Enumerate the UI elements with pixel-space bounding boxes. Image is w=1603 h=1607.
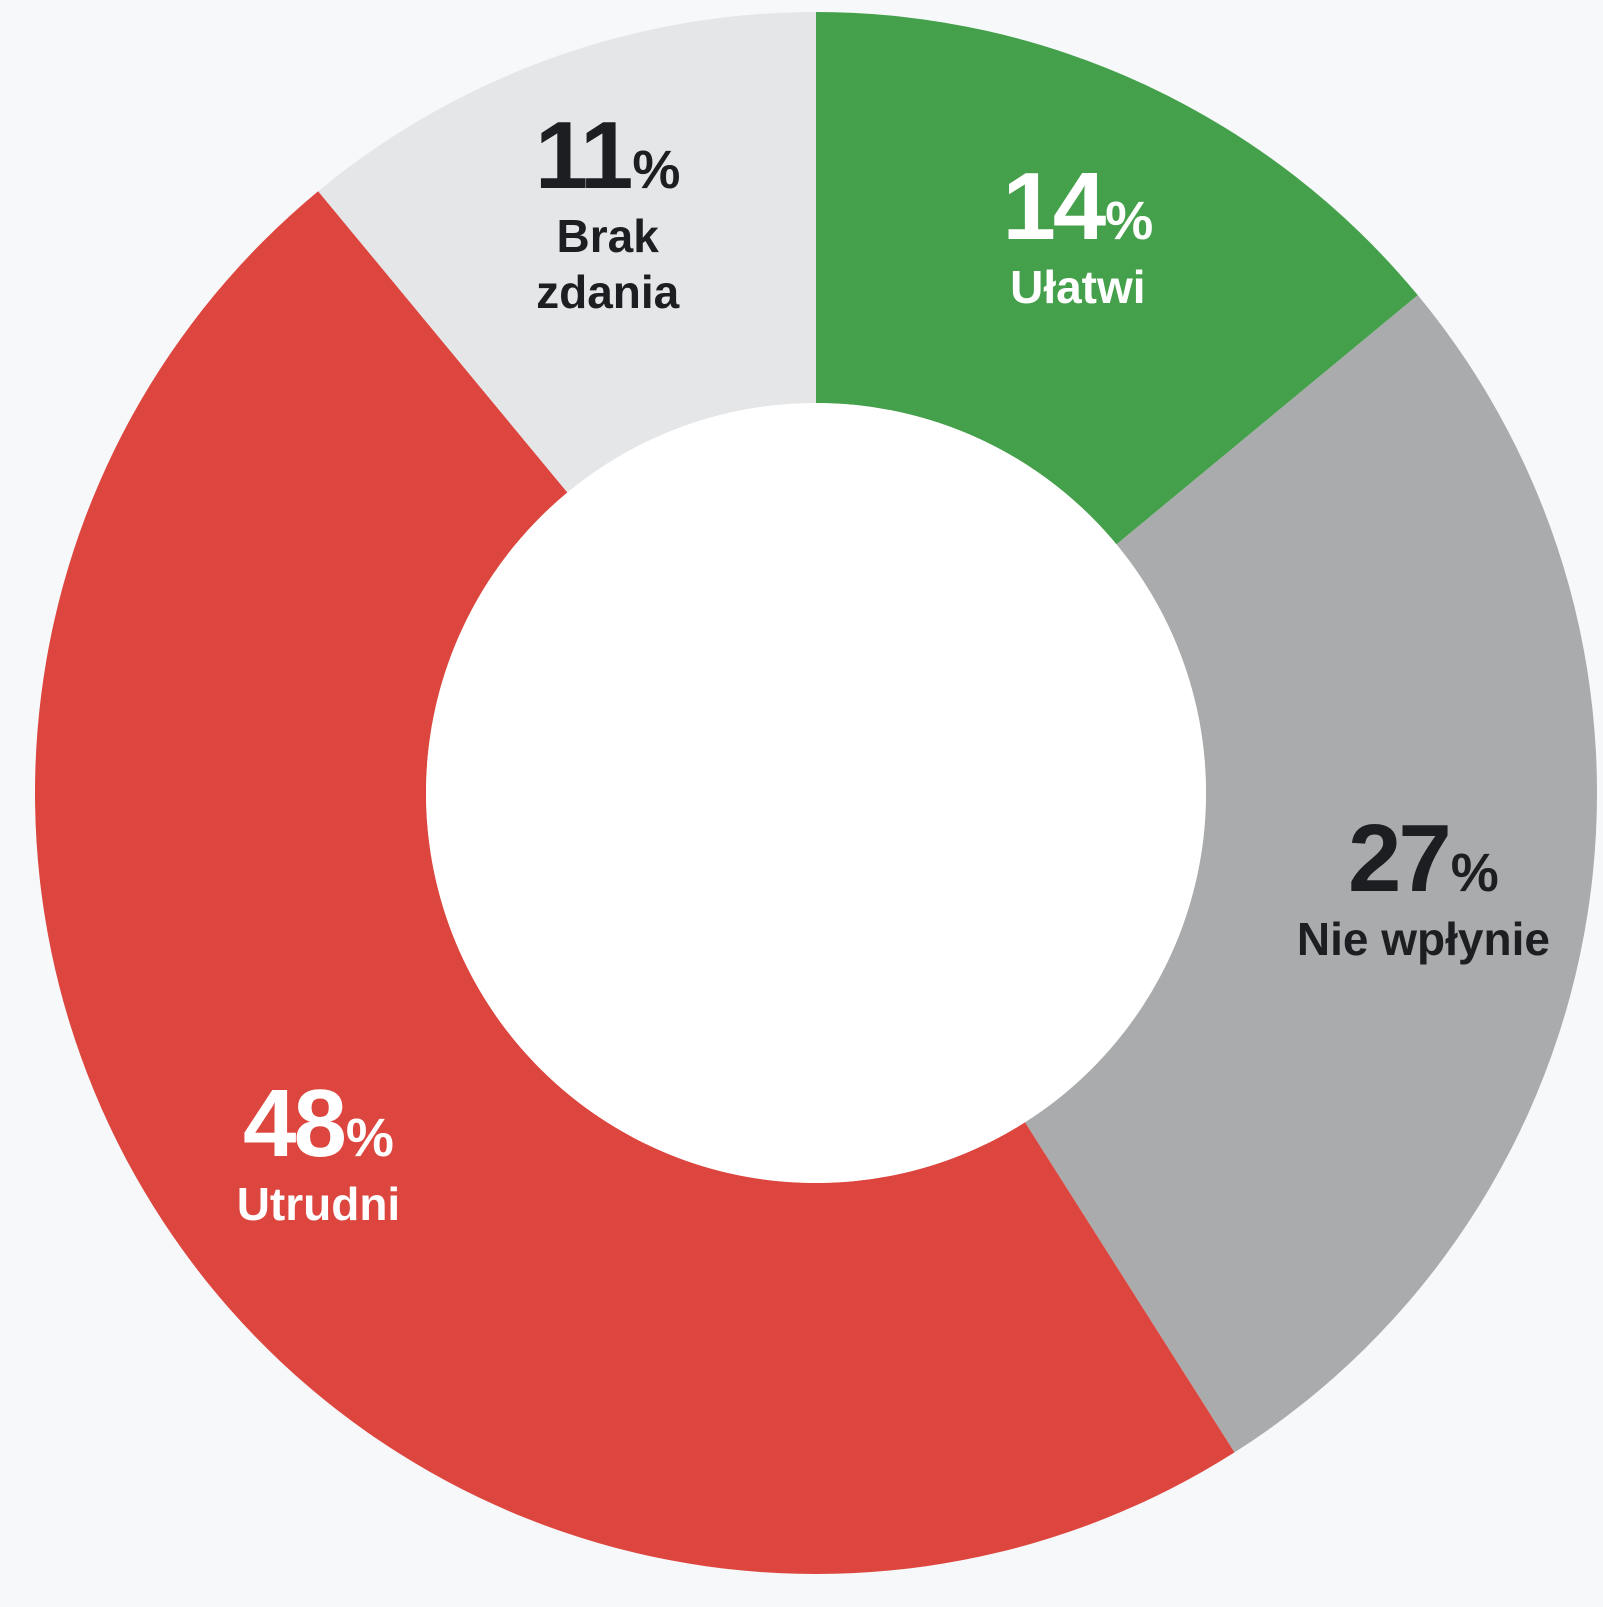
slice-name-ulatwi: Ułatwi [1010,260,1146,313]
slice-unit-utrudni: % [345,1108,394,1169]
slice-label-utrudni: 48% Utrudni [237,1076,401,1232]
slice-value-nie-wplynie: 27 [1348,805,1452,913]
slice-ulatwi [816,12,1418,545]
slice-label-nie-wplynie: 27% Nie wpłynie [1297,811,1550,967]
slice-value-utrudni: 48 [243,1070,347,1178]
slice-name-brak-zdania: Brak zdania [536,210,680,319]
slice-label-ulatwi: 14% Ułatwi [1002,158,1153,314]
slice-utrudni [34,191,1235,1575]
slice-value-brak-zdania: 11 [534,102,633,210]
slice-brak-zdania [318,12,816,493]
slice-name-utrudni: Utrudni [236,1178,401,1231]
donut-hole [426,403,1206,1183]
slice-label-brak-zdania: 11% Brak zdania [513,108,703,320]
slice-unit-brak-zdania: % [632,140,681,201]
slice-unit-ulatwi: % [1105,190,1154,251]
slice-nie-wplynie [1024,295,1598,1453]
slice-unit-nie-wplynie: % [1450,843,1499,904]
slice-name-nie-wplynie: Nie wpłynie [1296,913,1550,966]
slice-value-ulatwi: 14 [1002,152,1106,260]
